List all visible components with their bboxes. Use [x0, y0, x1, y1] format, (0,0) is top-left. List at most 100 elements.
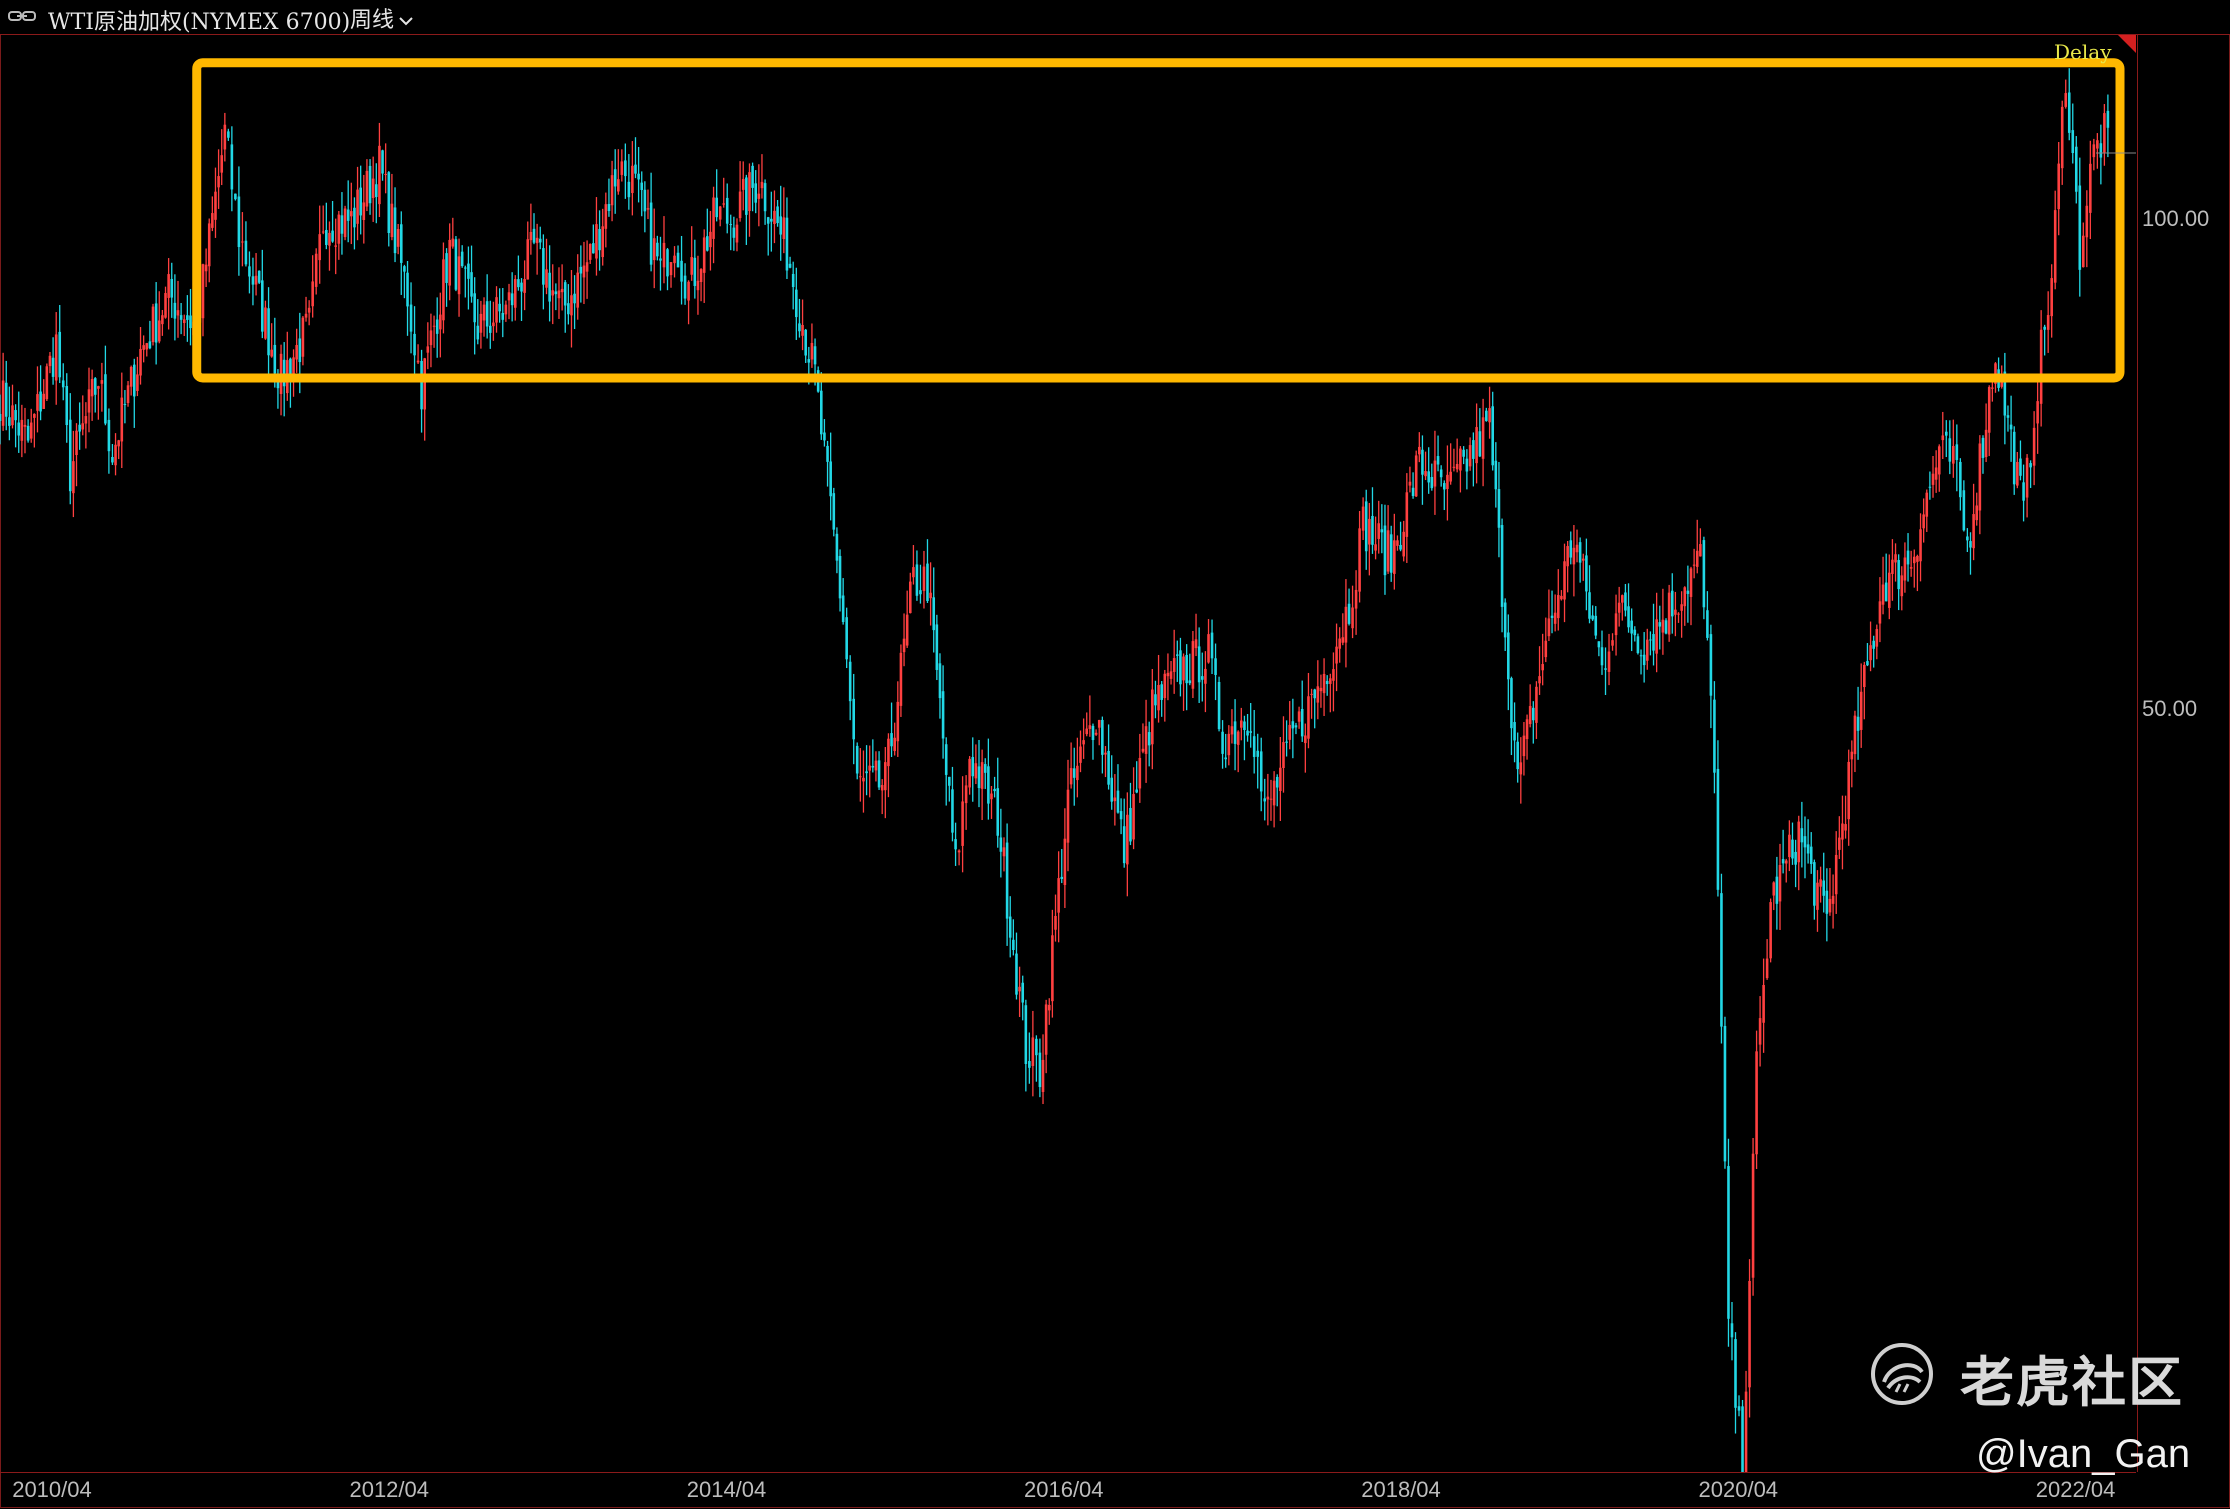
- candle: [26, 419, 30, 443]
- candle: [1421, 435, 1424, 505]
- candle: [479, 300, 483, 349]
- candle: [2096, 133, 2099, 169]
- price-axis[interactable]: 100.00 50.00: [2137, 35, 2230, 1472]
- candle: [1566, 541, 1569, 593]
- candle: [1072, 747, 1076, 806]
- candle: [51, 337, 55, 385]
- candle: [938, 653, 942, 719]
- candle: [2082, 222, 2085, 268]
- candle: [1172, 629, 1176, 694]
- candle: [176, 280, 180, 338]
- candle: [1405, 473, 1409, 563]
- delay-badge: Delay: [2054, 40, 2112, 64]
- candle: [2071, 103, 2075, 164]
- time-axis[interactable]: 2010/04 2012/04 2014/04 2016/04 2018/04 2020/…: [0, 1472, 2136, 1509]
- candle: [579, 245, 583, 303]
- candle: [932, 567, 936, 653]
- candle: [1664, 618, 1668, 635]
- candle: [1769, 898, 1772, 963]
- candle: [1455, 438, 1459, 473]
- candle: [406, 261, 409, 336]
- candle: [359, 165, 362, 235]
- candle: [1169, 660, 1173, 685]
- candle: [560, 264, 564, 311]
- candle: [1116, 764, 1120, 814]
- candle: [1695, 519, 1699, 574]
- candle: [2036, 377, 2039, 454]
- candle: [631, 141, 634, 216]
- candle: [1699, 528, 1702, 557]
- candle: [729, 214, 733, 251]
- candle: [735, 218, 739, 252]
- candle: [576, 254, 580, 320]
- candle: [1402, 520, 1406, 562]
- candle: [748, 163, 751, 237]
- candle: [2064, 79, 2068, 109]
- candle: [526, 221, 530, 280]
- candle: [706, 208, 709, 252]
- candle: [1104, 746, 1107, 778]
- candle: [39, 365, 42, 421]
- candle: [1041, 1034, 1045, 1105]
- candle: [1531, 701, 1535, 744]
- candle: [1144, 699, 1148, 783]
- candle: [1329, 673, 1332, 713]
- candle: [535, 223, 539, 275]
- candle: [457, 238, 461, 317]
- candle: [1141, 723, 1145, 754]
- candle: [248, 251, 251, 294]
- candle: [1819, 866, 1822, 903]
- candle: [182, 314, 186, 336]
- candle: [841, 578, 845, 625]
- candle: [2043, 324, 2046, 356]
- candle: [368, 159, 372, 215]
- candle: [1834, 831, 1838, 914]
- candle: [1972, 483, 1975, 561]
- candle: [1021, 975, 1025, 1021]
- tiger-logo-icon: [1871, 1343, 1933, 1405]
- candle: [1063, 808, 1067, 908]
- candle: [1716, 740, 1720, 897]
- candle: [773, 190, 776, 244]
- candle: [1094, 729, 1098, 736]
- candle: [111, 444, 114, 465]
- link-icon[interactable]: [8, 7, 36, 25]
- candle: [145, 342, 149, 357]
- x-tick-label: 2010/04: [12, 1477, 92, 1502]
- candle: [1129, 782, 1132, 846]
- candle: [1872, 635, 1875, 668]
- candle: [795, 267, 798, 340]
- candle: [353, 197, 356, 250]
- candle: [1541, 633, 1544, 686]
- candle: [2053, 190, 2057, 290]
- candle: [81, 395, 85, 436]
- candle: [1806, 819, 1810, 864]
- candle: [604, 192, 608, 248]
- candle: [1550, 590, 1554, 634]
- candle: [340, 192, 344, 255]
- candle: [520, 278, 523, 321]
- candle: [899, 644, 903, 717]
- price-chart[interactable]: [0, 35, 2136, 1472]
- candle: [204, 248, 208, 288]
- candle: [1294, 722, 1298, 735]
- candle: [2057, 141, 2061, 236]
- candle: [1380, 504, 1384, 554]
- candle: [1645, 628, 1649, 670]
- candle: [1332, 652, 1335, 712]
- candle: [649, 172, 653, 272]
- candle: [1449, 443, 1452, 485]
- candle: [1535, 681, 1538, 739]
- candle: [451, 217, 455, 249]
- period-dropdown[interactable]: 周线: [350, 2, 414, 33]
- candle: [371, 156, 375, 222]
- candle: [1588, 565, 1591, 624]
- candle: [640, 171, 644, 217]
- candle: [1639, 649, 1643, 675]
- candle: [301, 316, 305, 366]
- candle: [1028, 1032, 1031, 1084]
- x-tick-label: 2016/04: [1024, 1477, 1104, 1502]
- candle: [1060, 849, 1064, 884]
- candle: [423, 357, 427, 441]
- candle: [1246, 714, 1249, 742]
